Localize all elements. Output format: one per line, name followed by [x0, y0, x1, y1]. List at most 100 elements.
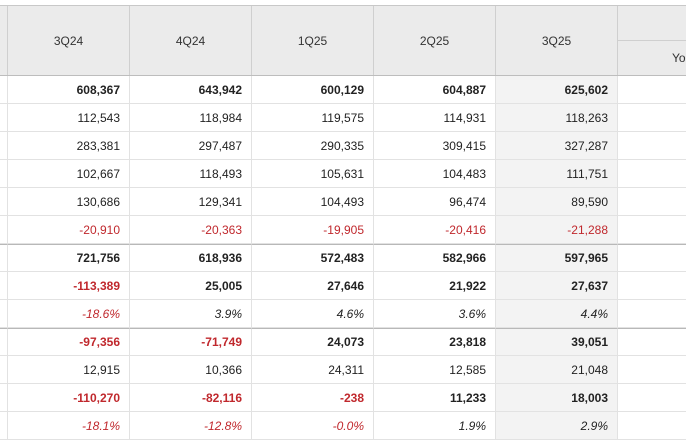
- header-cell: [0, 6, 8, 75]
- row-stub: [0, 216, 8, 244]
- table-cell: 111,751: [496, 160, 618, 188]
- row-stub: [0, 272, 8, 300]
- row-tail: [618, 384, 686, 412]
- table-cell: 3.6%: [374, 300, 496, 328]
- table-cell: -97,356: [8, 328, 130, 356]
- row-stub: [0, 412, 8, 440]
- table-cell: 24,073: [252, 328, 374, 356]
- row-stub: [0, 300, 8, 328]
- table-cell: 4.6%: [252, 300, 374, 328]
- table-cell: 290,335: [252, 132, 374, 160]
- table-cell: 21,048: [496, 356, 618, 384]
- row-tail: [618, 104, 686, 132]
- table-cell: 24,311: [252, 356, 374, 384]
- row-stub: [0, 244, 8, 272]
- table-cell: 604,887: [374, 76, 496, 104]
- row-tail: [618, 412, 686, 440]
- table-cell: -19,905: [252, 216, 374, 244]
- table-cell: -20,363: [130, 216, 252, 244]
- row-stub: [0, 160, 8, 188]
- table-cell: -0.0%: [252, 412, 374, 440]
- table-cell: 130,686: [8, 188, 130, 216]
- table-cell: 643,942: [130, 76, 252, 104]
- row-tail: [618, 132, 686, 160]
- table-cell: 114,931: [374, 104, 496, 132]
- table-cell: 582,966: [374, 244, 496, 272]
- header-split: [618, 40, 686, 41]
- table-cell: 96,474: [374, 188, 496, 216]
- table-cell: -20,910: [8, 216, 130, 244]
- table-cell: 27,637: [496, 272, 618, 300]
- table-cell: 118,263: [496, 104, 618, 132]
- table-cell: -18.6%: [8, 300, 130, 328]
- table-cell: 23,818: [374, 328, 496, 356]
- table-cell: 39,051: [496, 328, 618, 356]
- table-cell: 721,756: [8, 244, 130, 272]
- row-stub: [0, 76, 8, 104]
- table-cell: 89,590: [496, 188, 618, 216]
- table-cell: -238: [252, 384, 374, 412]
- table-cell: 118,493: [130, 160, 252, 188]
- table-cell: 12,915: [8, 356, 130, 384]
- table-cell: 119,575: [252, 104, 374, 132]
- table-cell: 4.4%: [496, 300, 618, 328]
- table-cell: 10,366: [130, 356, 252, 384]
- table-cell: 18,003: [496, 384, 618, 412]
- column-header: 1Q25: [252, 6, 374, 75]
- table-cell: 112,543: [8, 104, 130, 132]
- table-cell: 21,922: [374, 272, 496, 300]
- row-tail: [618, 188, 686, 216]
- table-cell: -20,416: [374, 216, 496, 244]
- table-cell: 25,005: [130, 272, 252, 300]
- row-tail: [618, 328, 686, 356]
- table-cell: 327,287: [496, 132, 618, 160]
- table-cell: 572,483: [252, 244, 374, 272]
- column-header: 4Q24: [130, 6, 252, 75]
- header-bar: [0, 5, 686, 76]
- table-cell: -21,288: [496, 216, 618, 244]
- table-cell: -71,749: [130, 328, 252, 356]
- table-cell: -113,389: [8, 272, 130, 300]
- table-cell: -18.1%: [8, 412, 130, 440]
- table-cell: -82,116: [130, 384, 252, 412]
- column-header: 3Q25: [496, 6, 618, 75]
- table-cell: 12,585: [374, 356, 496, 384]
- table-cell: 608,367: [8, 76, 130, 104]
- table-cell: 283,381: [8, 132, 130, 160]
- row-tail: [618, 216, 686, 244]
- row-stub: [0, 384, 8, 412]
- table-cell: 27,646: [252, 272, 374, 300]
- table-cell: 105,631: [252, 160, 374, 188]
- column-header: 3Q24: [8, 6, 130, 75]
- table-cell: 1.9%: [374, 412, 496, 440]
- column-header: 2Q25: [374, 6, 496, 75]
- header-extra: Yo: [672, 51, 686, 65]
- row-tail: [618, 300, 686, 328]
- table-cell: 3.9%: [130, 300, 252, 328]
- row-tail: [618, 76, 686, 104]
- table-cell: 129,341: [130, 188, 252, 216]
- table-cell: 104,493: [252, 188, 374, 216]
- row-tail: [618, 160, 686, 188]
- row-stub: [0, 104, 8, 132]
- table-cell: 597,965: [496, 244, 618, 272]
- table-cell: 2.9%: [496, 412, 618, 440]
- table-cell: 118,984: [130, 104, 252, 132]
- table-cell: 309,415: [374, 132, 496, 160]
- table-cell: 104,483: [374, 160, 496, 188]
- table-cell: 11,233: [374, 384, 496, 412]
- table-cell: 618,936: [130, 244, 252, 272]
- row-tail: [618, 244, 686, 272]
- table-cell: -12.8%: [130, 412, 252, 440]
- row-tail: [618, 356, 686, 384]
- table-cell: -110,270: [8, 384, 130, 412]
- row-stub: [0, 188, 8, 216]
- row-tail: [618, 272, 686, 300]
- table-cell: 625,602: [496, 76, 618, 104]
- row-stub: [0, 328, 8, 356]
- table-cell: 297,487: [130, 132, 252, 160]
- table-cell: 600,129: [252, 76, 374, 104]
- row-stub: [0, 132, 8, 160]
- row-stub: [0, 356, 8, 384]
